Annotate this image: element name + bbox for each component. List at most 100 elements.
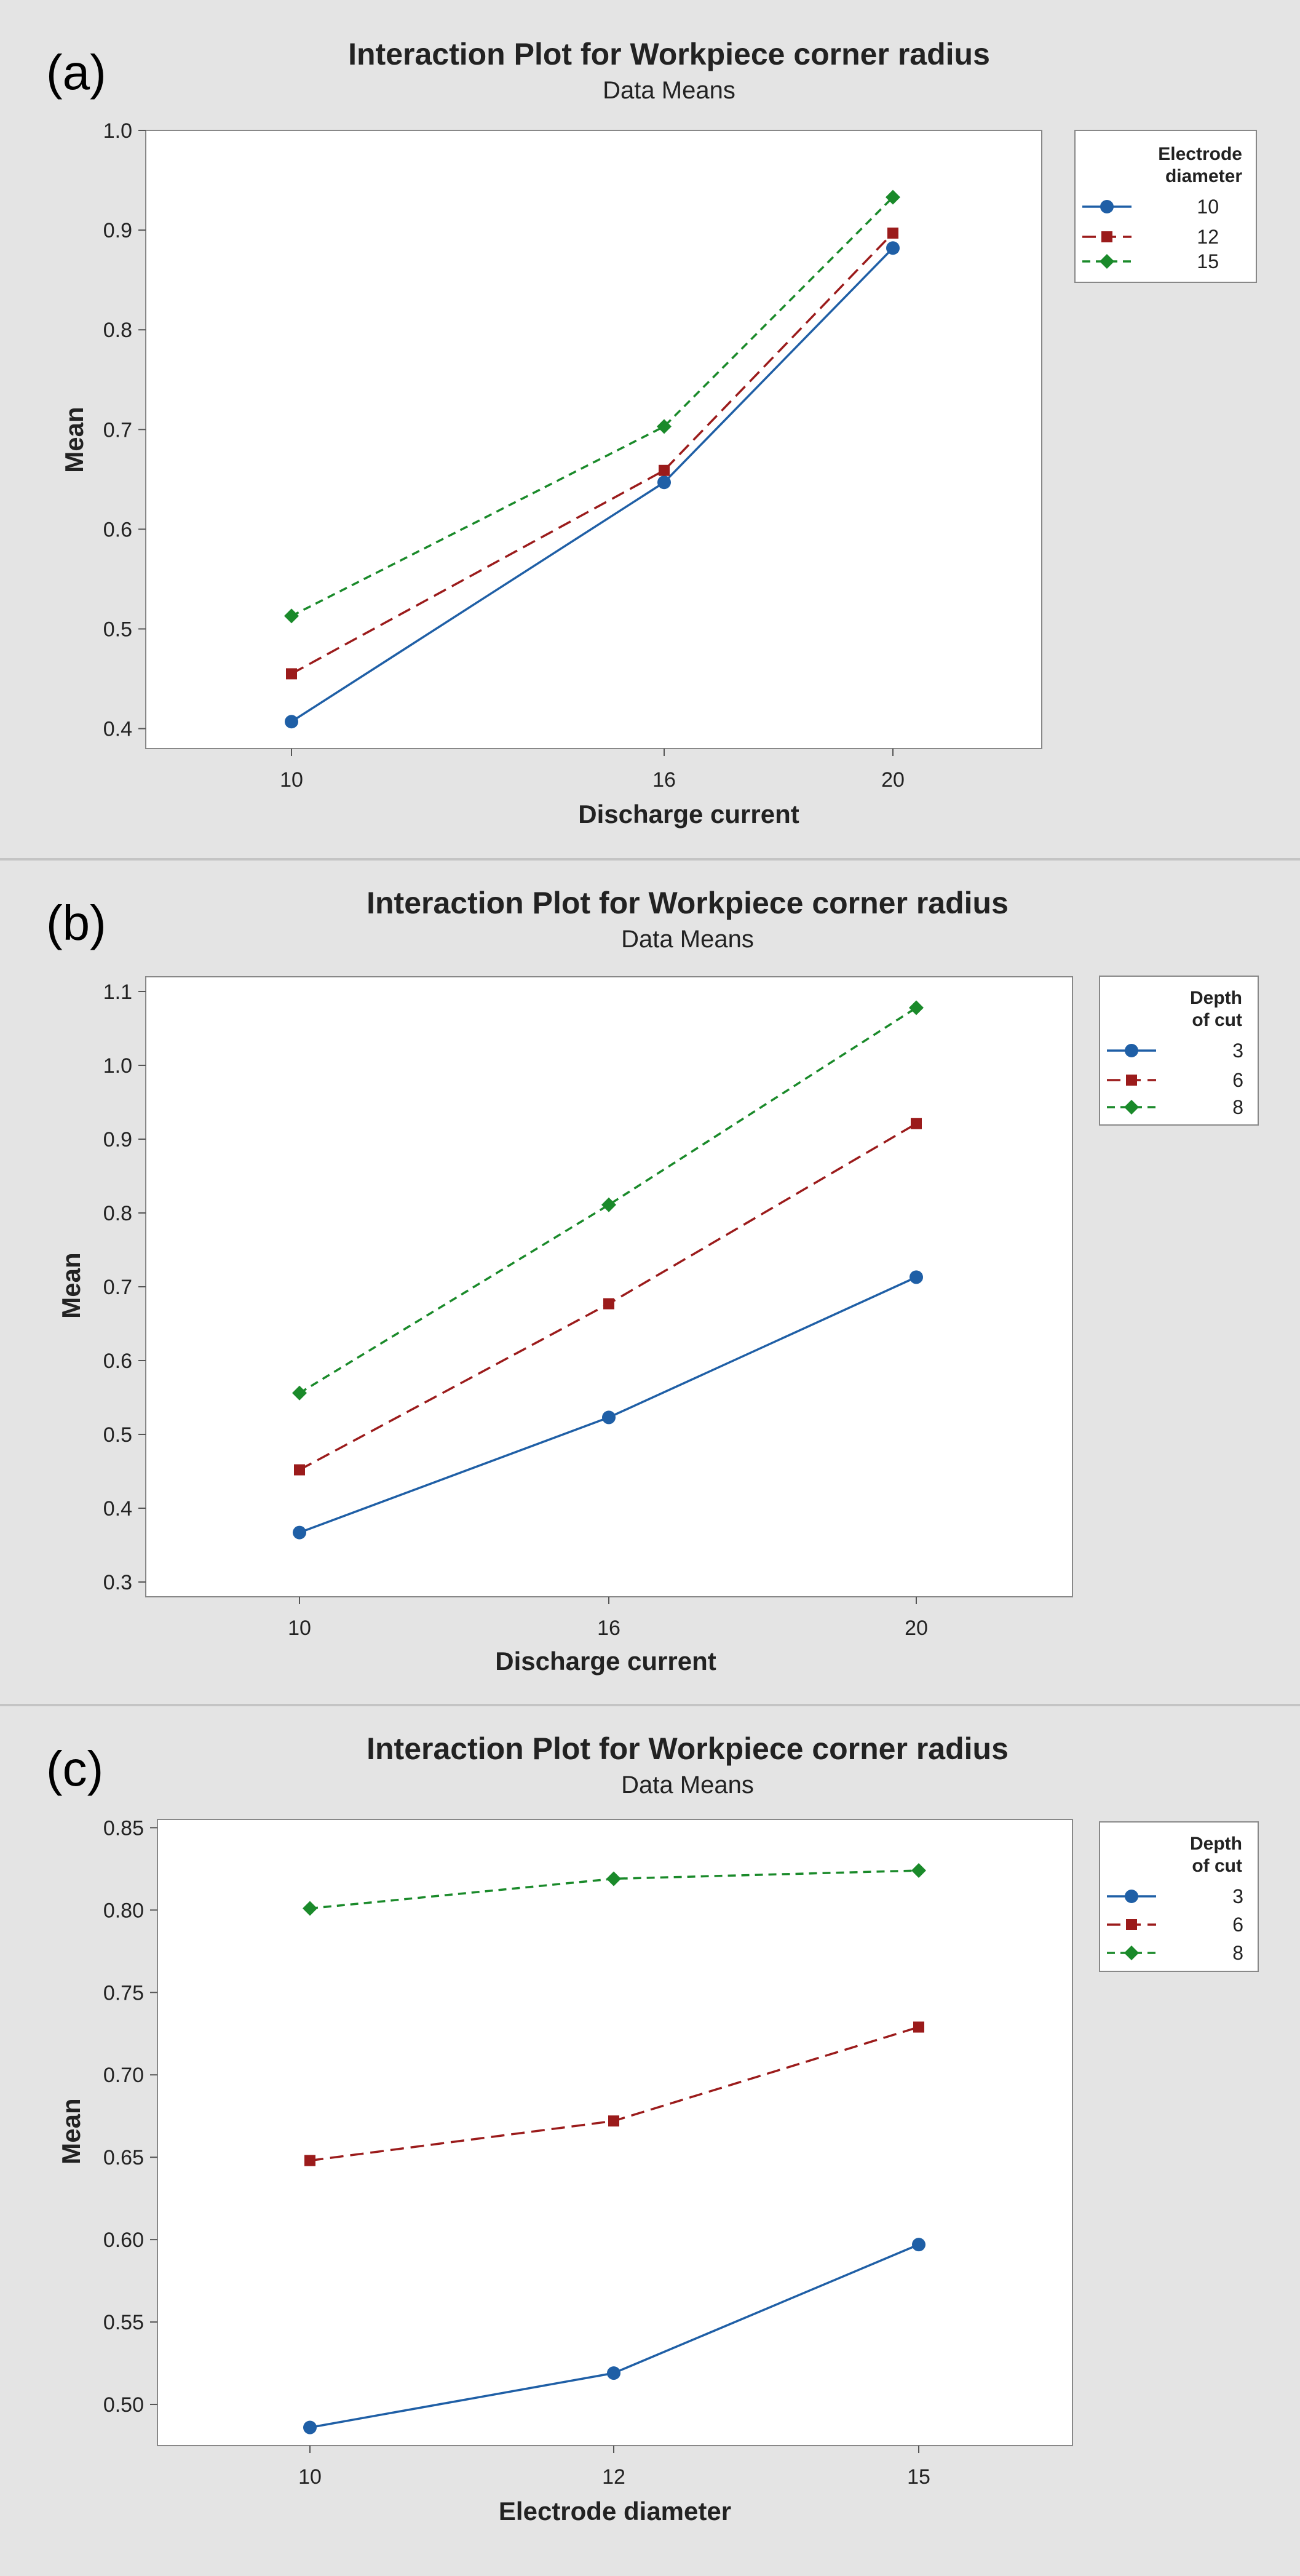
x-axis-label: Discharge current: [495, 1647, 716, 1676]
legend-label-12: 12: [1197, 226, 1219, 248]
data-point-6: [603, 1298, 614, 1310]
y-tick-label: 0.80: [103, 1899, 144, 1922]
y-tick-label: 0.60: [103, 2228, 144, 2252]
data-point-15: [886, 189, 900, 205]
x-axis: 10 16 20: [280, 749, 905, 792]
y-tick-label: 0.70: [103, 2064, 144, 2087]
legend-label-6: 6: [1232, 1914, 1243, 1936]
y-tick-label: 0.4: [103, 718, 132, 741]
panel-c: (c) Interaction Plot for Workpiece corne…: [0, 1704, 1300, 2573]
chart-title: Interaction Plot for Workpiece corner ra…: [367, 886, 1009, 920]
x-tick-label: 16: [652, 768, 676, 792]
x-tick-label: 16: [597, 1616, 620, 1640]
legend-label-15: 15: [1197, 250, 1219, 272]
legend-label-8: 8: [1232, 1942, 1243, 1964]
panel-label: (b): [46, 896, 106, 950]
legend-marker-6: [1126, 1075, 1137, 1086]
y-tick-label: 0.9: [103, 1128, 132, 1151]
y-tick-label: 0.6: [103, 518, 132, 541]
chart-title: Interaction Plot for Workpiece corner ra…: [348, 37, 990, 71]
legend-marker-15: [1100, 254, 1114, 269]
series-line-15: [291, 196, 894, 617]
data-point-6: [911, 1118, 922, 1129]
x-axis-label: Electrode diameter: [499, 2497, 731, 2526]
legend-title-line-1: Depth: [1190, 1834, 1242, 1854]
data-point-3: [912, 2238, 925, 2252]
data-point-3: [293, 1525, 306, 1540]
series-group: [303, 1863, 926, 2435]
legend: Depth of cut 3 6 8: [1099, 976, 1259, 1126]
y-tick-label: 0.75: [103, 1981, 144, 2005]
x-tick-label: 20: [905, 1616, 928, 1640]
y-axis: 0.3 0.4 0.5 0.6 0.7 0.8 0.9 1.0 1.1: [103, 980, 146, 1594]
panel-a: (a) Interaction Plot for Workpiece corne…: [0, 0, 1300, 859]
legend-marker-3: [1125, 1890, 1138, 1903]
data-point-3: [303, 2420, 317, 2435]
data-point-12: [286, 668, 297, 680]
x-tick-label: 10: [298, 2465, 322, 2489]
y-tick-label: 0.7: [103, 418, 132, 442]
legend-title-line-2: diameter: [1165, 166, 1242, 186]
data-point-6: [294, 1464, 305, 1476]
y-axis-label: Mean: [57, 1252, 85, 1318]
data-point-10: [285, 715, 298, 729]
y-tick-label: 0.5: [103, 618, 132, 641]
y-tick-label: 0.65: [103, 2146, 144, 2169]
data-point-8: [292, 1385, 307, 1401]
y-axis: 0.50 0.55 0.60 0.65 0.70 0.75 0.80 0.85: [103, 1816, 157, 2417]
legend-title-line-2: of cut: [1192, 1856, 1242, 1876]
y-tick-label: 0.6: [103, 1350, 132, 1373]
y-tick-label: 0.55: [103, 2311, 144, 2334]
series-group: [292, 1000, 924, 1540]
chart-subtitle: Data Means: [603, 77, 735, 104]
x-tick-label: 15: [907, 2465, 930, 2489]
plot-area: [145, 976, 1073, 1597]
plot-area: [145, 130, 1042, 749]
x-axis: 10 16 20: [288, 1597, 928, 1640]
data-point-10: [657, 475, 671, 490]
y-tick-label: 0.9: [103, 219, 132, 242]
y-axis-label: Mean: [60, 407, 89, 472]
legend-label-8: 8: [1232, 1096, 1243, 1118]
legend-marker-8: [1124, 1100, 1139, 1115]
data-point-6: [304, 2155, 315, 2166]
x-tick-label: 10: [288, 1616, 311, 1640]
legend-marker-8: [1124, 1946, 1139, 1960]
data-point-8: [303, 1901, 317, 1916]
chart-title: Interaction Plot for Workpiece corner ra…: [367, 1731, 1009, 1766]
data-point-12: [659, 464, 670, 476]
legend-label-3: 3: [1232, 1040, 1243, 1062]
y-tick-label: 0.50: [103, 2393, 144, 2417]
data-point-15: [284, 608, 299, 624]
data-point-10: [886, 241, 900, 255]
y-axis-label: Mean: [57, 2098, 85, 2164]
x-axis-label: Discharge current: [578, 800, 799, 829]
y-tick-label: 0.85: [103, 1816, 144, 1840]
legend-title-line-1: Depth: [1190, 988, 1242, 1008]
legend-label-3: 3: [1232, 1885, 1243, 1907]
x-tick-label: 10: [280, 768, 303, 792]
panel-label: (c): [46, 1741, 103, 1796]
data-point-8: [601, 1197, 616, 1212]
data-point-3: [602, 1410, 616, 1425]
data-point-15: [657, 419, 672, 434]
y-axis: 0.4 0.5 0.6 0.7 0.8 0.9 1.0: [103, 119, 146, 741]
legend-label-6: 6: [1232, 1069, 1243, 1091]
x-tick-label: 20: [881, 768, 905, 792]
series-group: [284, 189, 900, 729]
data-point-8: [909, 1000, 924, 1016]
y-tick-label: 0.8: [103, 1202, 132, 1225]
data-point-3: [910, 1270, 923, 1284]
legend-title-line-1: Electrode: [1158, 144, 1242, 164]
chart-subtitle: Data Means: [621, 1771, 754, 1799]
data-point-3: [607, 2366, 620, 2380]
y-tick-label: 0.8: [103, 319, 132, 342]
x-tick-label: 12: [602, 2465, 625, 2489]
y-tick-label: 0.7: [103, 1276, 132, 1299]
y-tick-label: 0.3: [103, 1571, 132, 1594]
data-point-8: [911, 1863, 926, 1878]
legend-title-line-2: of cut: [1192, 1010, 1242, 1030]
legend-marker-12: [1101, 231, 1112, 242]
